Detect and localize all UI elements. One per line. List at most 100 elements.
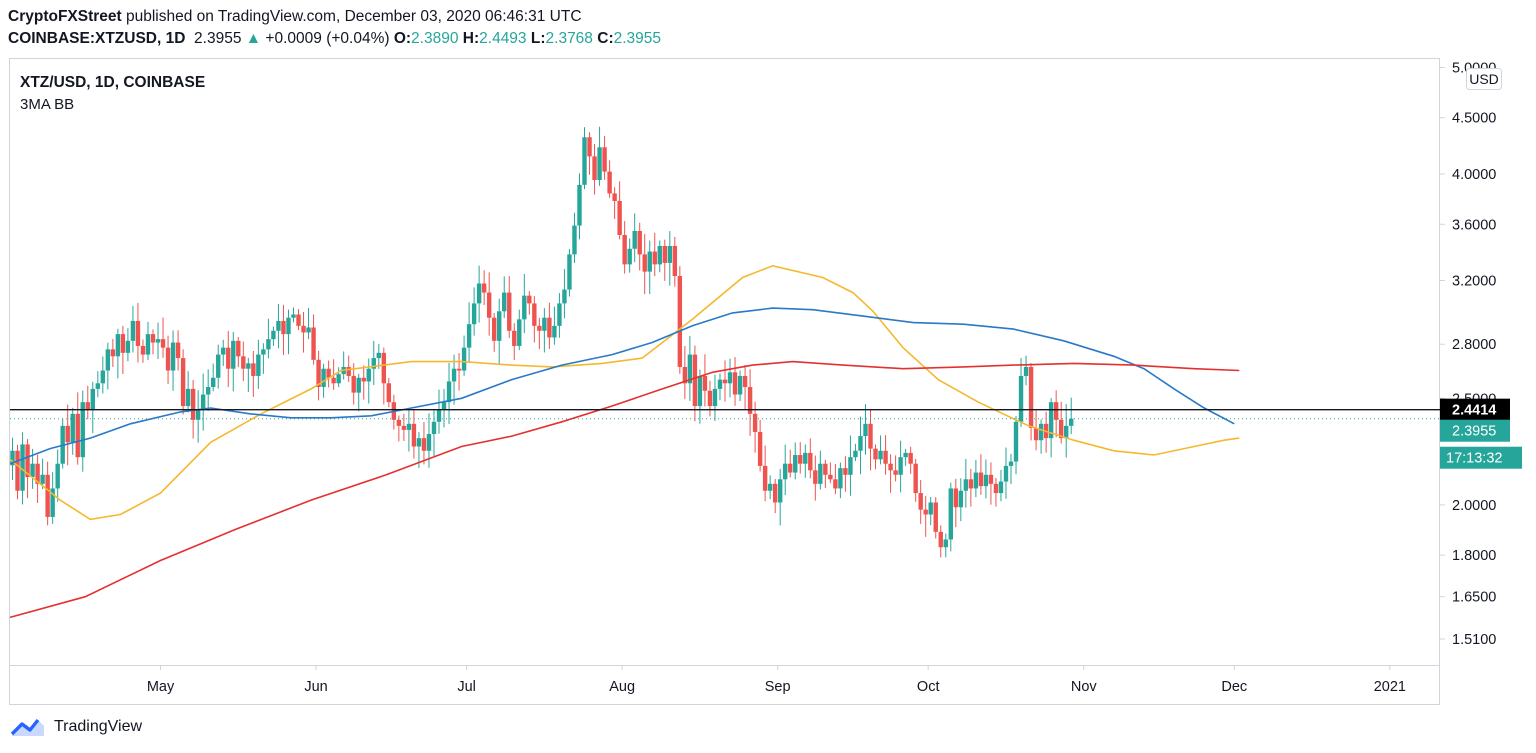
legend-title[interactable]: XTZ/USD, 1D, COINBASE [20,74,205,91]
bearish-candle [883,450,888,464]
bearish-candle [923,509,928,515]
bullish-candle [200,394,206,410]
bearish-candle [35,463,40,484]
bearish-candle [311,327,316,360]
low-value: 2.3768 [545,30,593,47]
bullish-candle [542,317,547,331]
bearish-candle [236,340,241,357]
bullish-candle [1063,425,1069,439]
bearish-candle [672,245,678,277]
last-price-tag-text: 2.3955 [1452,424,1496,440]
bullish-candle [687,354,693,384]
bearish-candle [747,387,753,414]
bullish-candle [125,340,131,353]
bullish-candle [271,330,276,340]
price-tick-label: 4.0000 [1452,167,1496,183]
high-label: H: [462,30,480,47]
bullish-candle [446,381,452,403]
bullish-candle [80,402,85,458]
legend-indicator[interactable]: 3MA BB [20,96,74,113]
bearish-candle [251,363,256,376]
bullish-candle [697,375,703,407]
bullish-candle [266,339,271,350]
bullish-candle [286,317,291,335]
bullish-candle [205,387,211,395]
bullish-candle [818,463,823,484]
time-tick-label: Oct [917,679,940,695]
bullish-candle [647,251,652,272]
bullish-candle [441,402,447,410]
ma-mid-line [9,307,1235,465]
bullish-candle [426,434,432,451]
publisher-name[interactable]: CryptoFXStreet [8,8,122,25]
bullish-candle [777,479,783,503]
bullish-candle [261,349,266,355]
bearish-candle [833,479,838,489]
bullish-candle [517,319,522,346]
tradingview-footer[interactable]: TradingView [10,716,142,738]
bullish-candle [557,303,562,326]
tradingview-brand: TradingView [54,718,143,735]
bearish-candle [241,356,246,369]
bullish-candle [1003,465,1009,482]
bullish-candle [471,303,477,325]
bullish-candle [1013,421,1019,462]
currency-badge[interactable] [1466,68,1502,90]
price-tick-label: 4.5000 [1452,111,1496,127]
time-tick-label: Jul [457,679,476,695]
bullish-candle [632,230,637,249]
bearish-candle [1033,427,1039,441]
bearish-candle [165,347,171,371]
bearish-candle [281,320,286,335]
bullish-candle [185,388,191,407]
moving-average-lines [9,264,1240,619]
price-tick-label: 1.8000 [1452,548,1496,564]
bullish-candle [416,438,422,447]
bullish-candle [50,488,55,517]
bearish-candle [993,483,999,494]
bullish-candle [552,325,557,338]
bullish-candle [983,474,989,487]
bullish-candle [853,450,858,458]
bullish-candle [20,444,25,491]
price-change: +0.0009 (+0.04%) [265,30,390,47]
bullish-candle [306,327,311,333]
bearish-candle [527,295,532,304]
bearish-candle [868,423,873,449]
chart-header: CryptoFXStreet published on TradingView.… [8,6,661,50]
bullish-candle [572,225,577,255]
price-axis: 1.51001.65001.80002.00002.50002.80003.20… [1440,60,1496,648]
bearish-candle [893,470,898,475]
bullish-candle [170,342,176,371]
bearish-candle [331,377,336,384]
bullish-candle [1038,423,1044,441]
bearish-candle [788,463,793,473]
bearish-candle [978,472,984,487]
bearish-candle [537,325,542,331]
close-label: C: [597,30,614,47]
time-tick-label: Nov [1071,679,1098,695]
bullish-candle [70,413,75,443]
bearish-candle [918,493,923,510]
level-price-tag-text: 2.4414 [1452,403,1496,419]
bullish-candle [321,368,326,388]
bearish-candle [642,254,647,272]
bearish-candle [798,455,803,464]
bullish-candle [727,372,733,384]
bearish-candle [110,349,116,357]
open-label: O: [393,30,412,47]
bearish-candle [602,147,607,172]
bearish-candle [512,330,517,346]
bullish-candle [436,409,442,422]
bullish-candle [948,488,953,540]
bearish-candle [532,303,537,326]
bearish-candle [587,137,592,157]
bearish-candle [85,402,90,410]
price-tick-label: 1.6500 [1452,590,1496,606]
bullish-candle [1069,418,1074,426]
bullish-candle [95,383,101,389]
bearish-candle [15,450,20,491]
open-value: 2.3890 [411,30,459,47]
bullish-candle [712,388,718,407]
